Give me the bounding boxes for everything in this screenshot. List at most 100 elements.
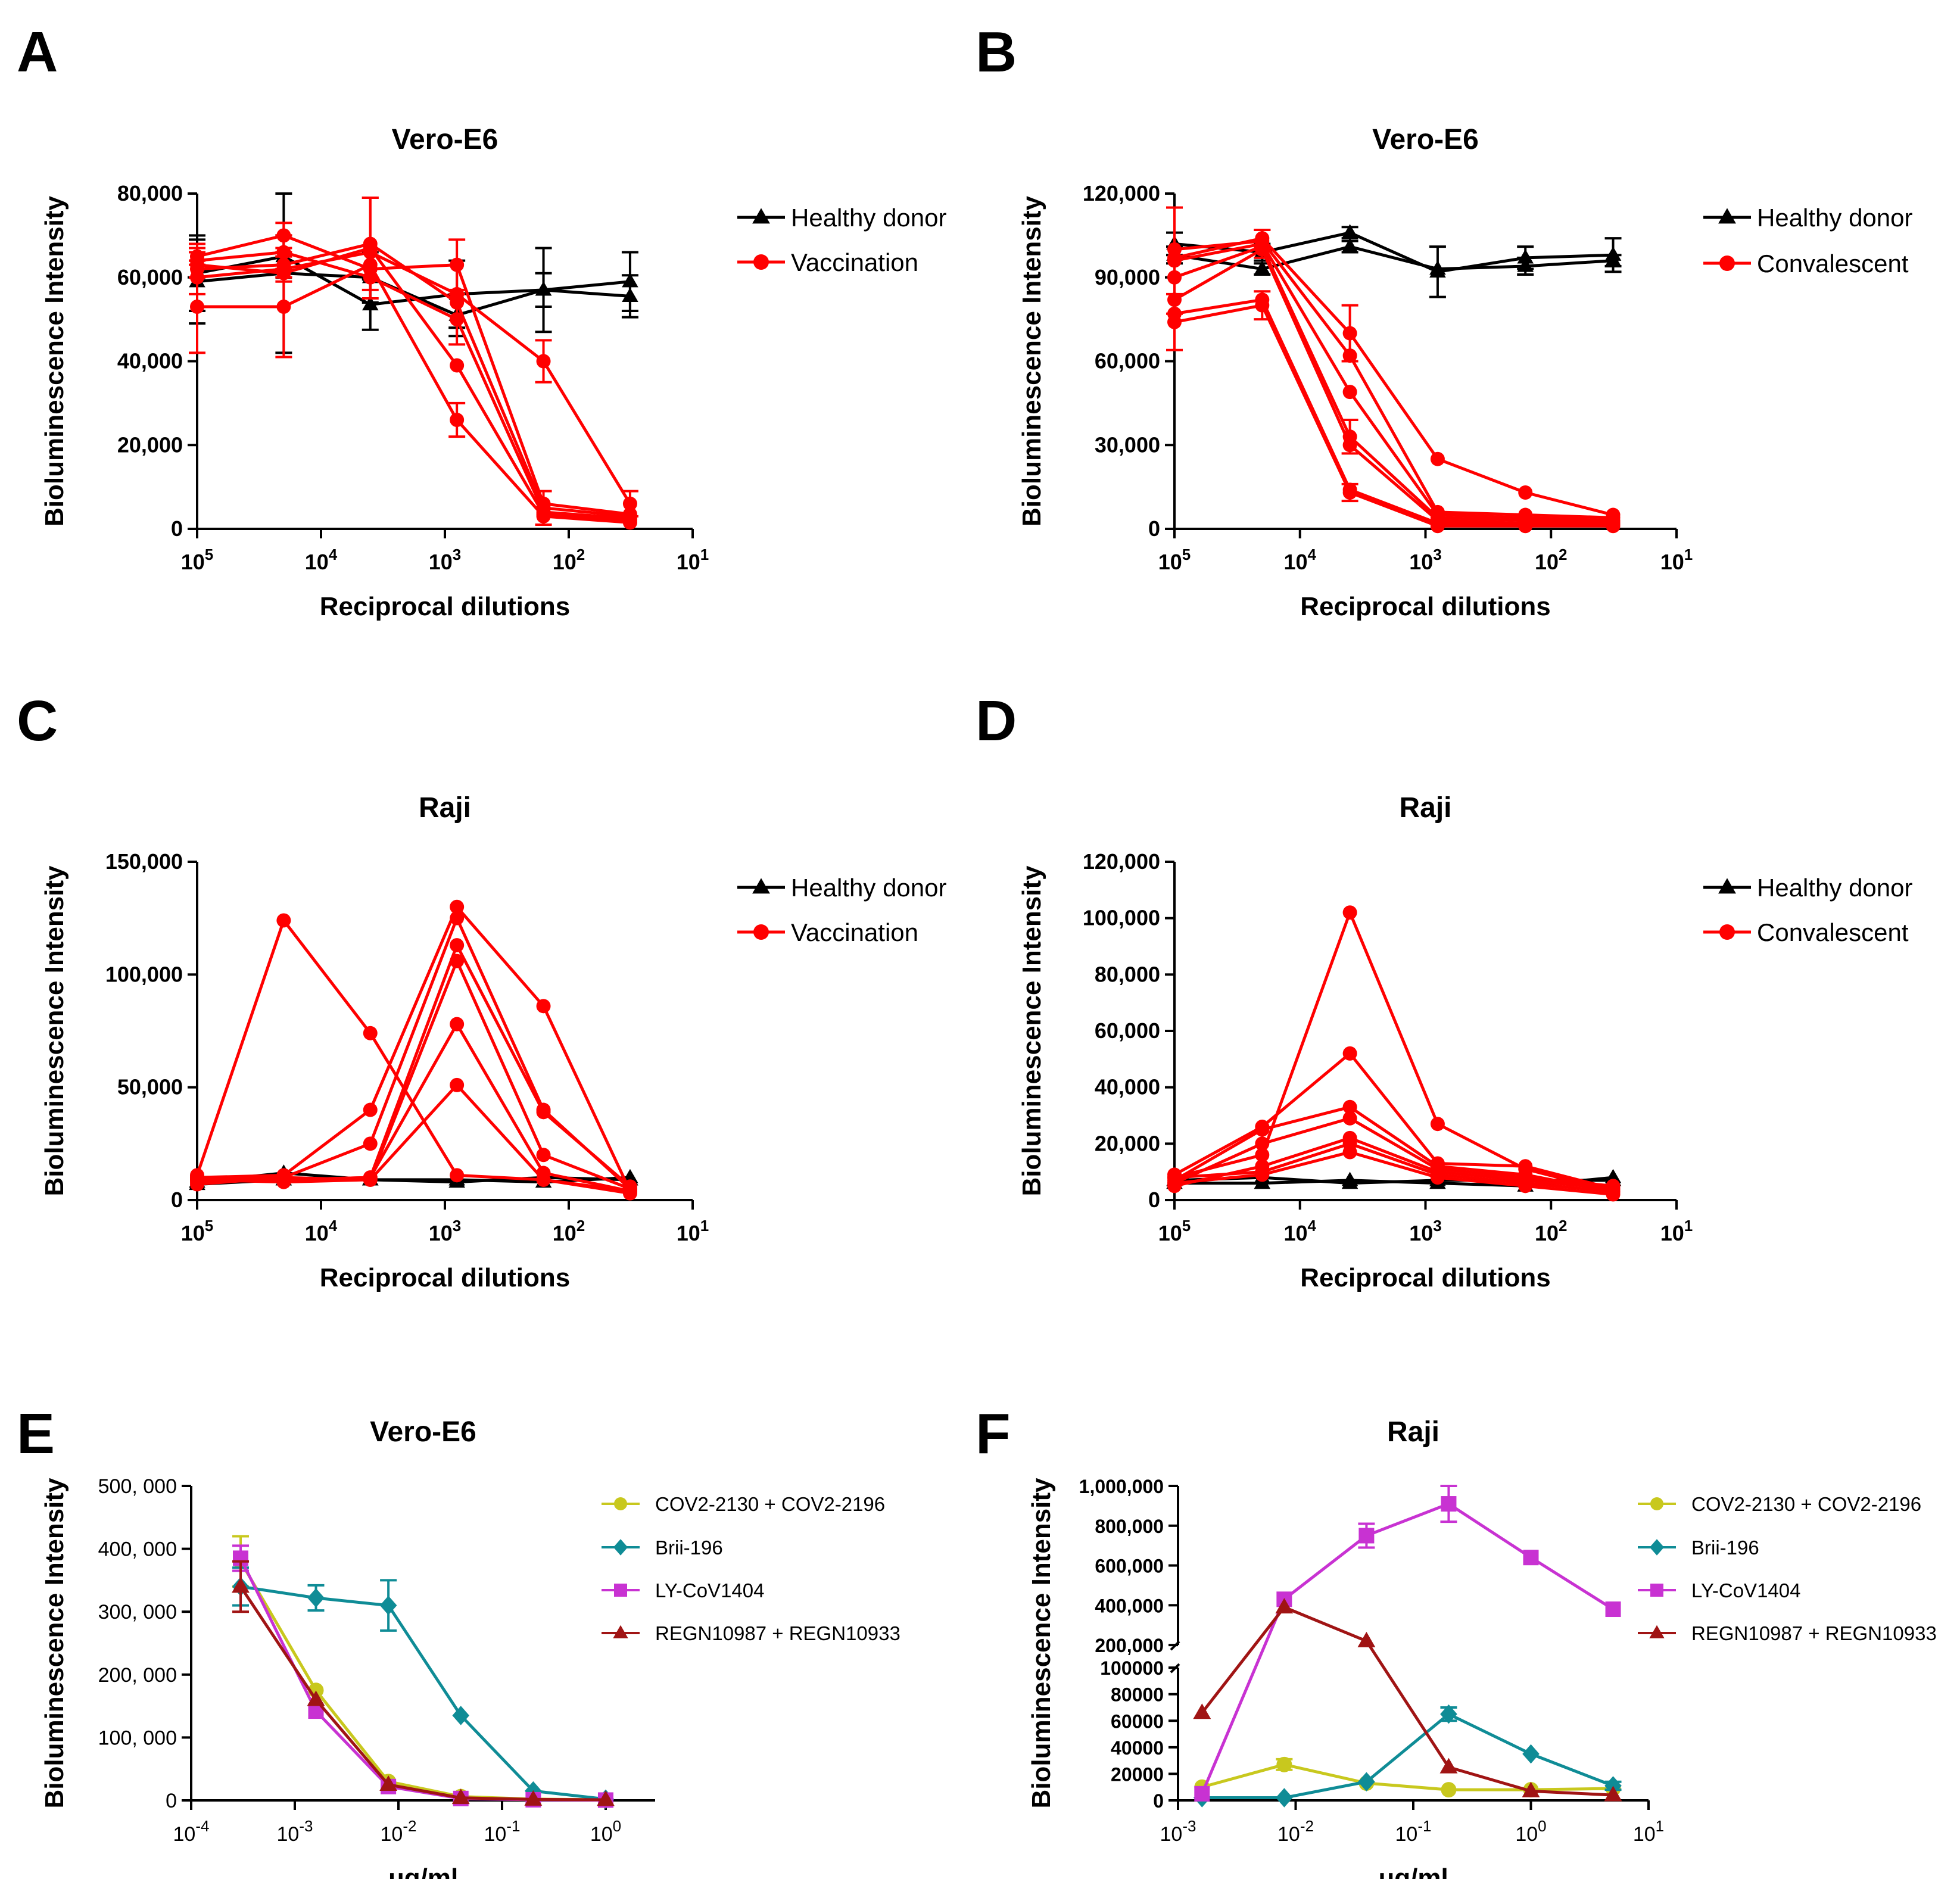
legend-marker xyxy=(1719,255,1735,271)
series-vaccination xyxy=(189,222,637,522)
data-point xyxy=(379,1596,397,1615)
data-point xyxy=(1276,1756,1292,1772)
panel-letter: A xyxy=(17,20,58,84)
series-line xyxy=(1201,1763,1613,1791)
y-tick-label: 400, 000 xyxy=(98,1538,177,1561)
legend-marker xyxy=(1718,878,1736,894)
data-point xyxy=(1517,249,1534,264)
series-line xyxy=(1174,1142,1613,1194)
data-point xyxy=(363,1102,378,1117)
series-vaccination xyxy=(189,245,638,518)
legend-item: Brii-196 xyxy=(1638,1537,1759,1559)
chart-panel-e: E Vero-E6 μg/ml Bioluminescence Intensity 10… xyxy=(17,1402,900,1879)
chart-panel-d: D Raji Reciprocal dilutions Bioluminescence… xyxy=(976,689,1913,1292)
data-point xyxy=(363,1172,378,1187)
data-point xyxy=(622,288,638,303)
x-tick-label: 10-3 xyxy=(277,1817,313,1846)
panel-letter: E xyxy=(17,1402,55,1466)
series-vaccination xyxy=(190,913,637,1198)
y-tick-label: 60000 xyxy=(1111,1710,1164,1732)
data-point xyxy=(1194,1785,1210,1802)
y-axis-label: Bioluminescence Intensity xyxy=(1017,195,1046,526)
panel-letter: C xyxy=(17,689,58,753)
series-line xyxy=(239,1560,606,1802)
data-point xyxy=(1342,326,1357,341)
data-point xyxy=(1341,238,1358,253)
y-tick-label: 100, 000 xyxy=(98,1727,177,1749)
data-point xyxy=(1358,1772,1375,1792)
x-tick-label: 100 xyxy=(590,1817,621,1846)
y-tick-label: 80,000 xyxy=(1095,962,1160,986)
data-point xyxy=(450,1017,465,1032)
data-point xyxy=(1255,1148,1270,1163)
y-tick-label: 0 xyxy=(171,1188,183,1212)
series-convalescent xyxy=(1167,1145,1621,1202)
series-line xyxy=(239,1585,606,1802)
panel-letter: F xyxy=(976,1402,1011,1466)
data-point xyxy=(379,1775,398,1791)
chart-title: Vero-E6 xyxy=(1372,124,1479,155)
series-line xyxy=(1173,248,1613,525)
y-tick-label: 100,000 xyxy=(1083,906,1160,930)
series-convalescent xyxy=(1166,290,1621,534)
legend-marker xyxy=(1650,1497,1663,1510)
data-point xyxy=(276,1170,291,1185)
legend-marker xyxy=(752,208,770,224)
data-point xyxy=(363,245,378,260)
x-tick-label: 10-2 xyxy=(1277,1817,1314,1846)
series-convalescent xyxy=(1167,242,1621,531)
data-point xyxy=(452,1706,470,1725)
y-tick-label: 60,000 xyxy=(1095,349,1160,373)
y-tick-label: 20000 xyxy=(1111,1763,1164,1785)
x-tick-label: 10-1 xyxy=(1395,1817,1432,1846)
data-point xyxy=(450,257,465,272)
data-point xyxy=(1430,504,1445,519)
x-tick-label: 10-4 xyxy=(173,1817,210,1846)
axes xyxy=(196,194,693,530)
series-line xyxy=(197,272,631,317)
axes xyxy=(1170,1486,1649,1802)
x-tick-label: 101 xyxy=(1633,1817,1664,1846)
x-axis-label: Reciprocal dilutions xyxy=(1300,1263,1551,1292)
series-vaccination xyxy=(190,911,637,1196)
legend-item: COV2-2130 + COV2-2196 xyxy=(602,1493,885,1515)
data-point xyxy=(232,1577,250,1593)
x-tick-label: 104 xyxy=(1283,546,1316,574)
y-axis-label: Bioluminescence Intensity xyxy=(40,195,69,526)
data-point xyxy=(1167,1176,1182,1191)
x-tick-label: 104 xyxy=(305,546,338,574)
legend-item: Brii-196 xyxy=(602,1537,723,1559)
y-tick-label: 90,000 xyxy=(1095,265,1160,289)
y-tick-label: 600,000 xyxy=(1095,1556,1164,1577)
data-point xyxy=(450,953,465,968)
data-point xyxy=(536,496,551,511)
data-point xyxy=(451,1788,470,1805)
y-axis-label: Bioluminescence Intensity xyxy=(1027,1478,1056,1809)
data-point xyxy=(307,1588,325,1608)
chart-title: Raji xyxy=(419,792,471,824)
legend-marker xyxy=(1719,924,1735,940)
series-convalescent xyxy=(1167,239,1621,529)
data-point xyxy=(1342,482,1357,497)
data-point xyxy=(1429,260,1446,275)
y-tick-label: 80,000 xyxy=(117,181,183,205)
data-point xyxy=(597,1790,615,1806)
x-axis-label: μg/ml xyxy=(388,1864,458,1879)
legend-label: Healthy donor xyxy=(791,874,947,902)
legend-item: Convalescent xyxy=(1703,250,1909,278)
legend-item: LY-CoV1404 xyxy=(602,1579,764,1601)
legend-label: COV2-2130 + COV2-2196 xyxy=(655,1493,885,1515)
x-tick-label: 10-1 xyxy=(484,1817,521,1846)
x-tick-label: 101 xyxy=(1660,546,1693,574)
data-point xyxy=(450,911,465,926)
y-tick-label: 0 xyxy=(171,516,183,541)
data-point xyxy=(1518,507,1533,522)
data-point xyxy=(450,312,465,327)
series-healthy-donor xyxy=(189,234,638,331)
series-line xyxy=(1174,242,1613,522)
y-tick-label: 50,000 xyxy=(117,1075,183,1099)
legend-label: LY-CoV1404 xyxy=(1691,1579,1800,1601)
data-point xyxy=(1275,1598,1294,1614)
data-point xyxy=(276,228,291,243)
chart-panel-f: F Raji μg/ml Bioluminescence Intensity 10-3 1… xyxy=(976,1402,1937,1879)
